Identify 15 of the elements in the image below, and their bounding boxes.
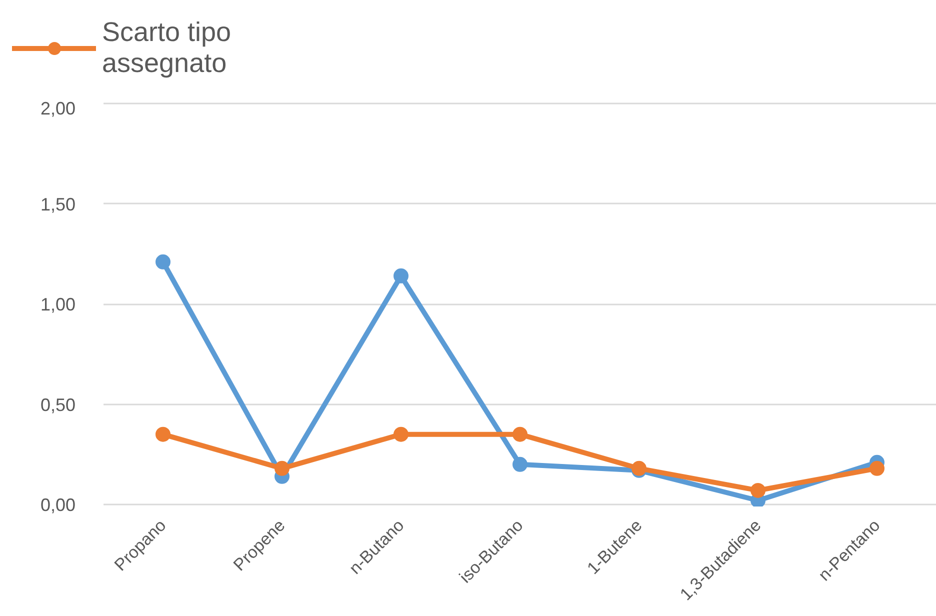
y-tick-label: 1,50	[40, 194, 76, 214]
point	[156, 254, 170, 270]
y-tick-label: 0,50	[40, 394, 76, 415]
point	[274, 460, 290, 476]
point	[394, 268, 408, 284]
point	[512, 456, 528, 472]
y-tick-label: 1,00	[40, 294, 76, 314]
point	[750, 482, 766, 498]
y-tick-label: 0,00	[40, 495, 76, 515]
point	[512, 426, 528, 442]
point	[156, 426, 170, 442]
point	[394, 426, 408, 442]
legend-label: Scarto tipo assegnato	[102, 17, 232, 79]
y-tick-label: 2,00	[40, 98, 76, 118]
point	[870, 460, 884, 476]
